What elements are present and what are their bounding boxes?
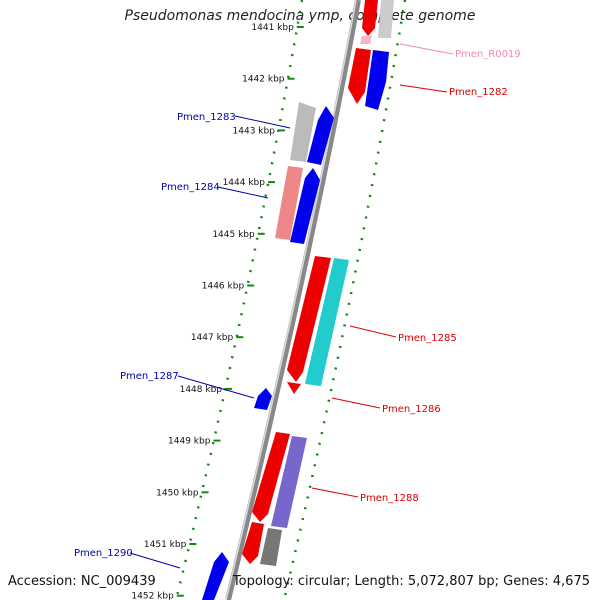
gene-red-lower[interactable] xyxy=(242,522,264,564)
gene-pmen-1286-red[interactable] xyxy=(287,382,301,394)
outer-dotted-ring xyxy=(282,0,407,600)
tick-label: 1442 kbp xyxy=(242,75,285,85)
connector-pmen-1290 xyxy=(129,552,181,569)
connector-pmen-1285 xyxy=(349,325,397,338)
tick-label: 1452 kbp xyxy=(131,592,174,600)
label-connector-group xyxy=(129,43,454,569)
label-pmen-1285[interactable]: Pmen_1285 xyxy=(398,333,457,344)
connector-pmen-1283 xyxy=(234,115,291,129)
gene-pmen-1283-blue[interactable] xyxy=(307,106,334,165)
tick-group: 1441 kbp 1442 kbp 1443 kbp 1444 kbp 1445 kbp… xyxy=(131,23,304,600)
label-pmen-1290[interactable]: Pmen_1290 xyxy=(74,548,133,559)
gene-pmen-r0019-red[interactable] xyxy=(362,0,378,36)
gene-pmen-1288-red[interactable] xyxy=(252,432,290,522)
connector-pmen-1287 xyxy=(177,375,255,399)
gene-pmen-1288-purple[interactable] xyxy=(271,436,307,528)
label-pmen-1283[interactable]: Pmen_1283 xyxy=(177,112,236,123)
label-pmen-1282[interactable]: Pmen_1282 xyxy=(449,87,508,98)
connector-pmen-1284 xyxy=(217,186,269,199)
gene-pmen-1283-gray[interactable] xyxy=(290,102,316,162)
tick-label: 1447 kbp xyxy=(191,333,234,343)
label-pmen-r0019[interactable]: Pmen_R0019 xyxy=(455,49,521,60)
genome-summary-text: Topology: circular; Length: 5,072,807 bp… xyxy=(232,574,590,589)
genome-backbone xyxy=(225,0,361,600)
connector-pmen-r0019 xyxy=(399,43,454,55)
tick-label: 1445 kbp xyxy=(212,230,255,240)
label-pmen-1288[interactable]: Pmen_1288 xyxy=(360,493,419,504)
gene-pmen-r0019-gray[interactable] xyxy=(378,0,394,38)
gene-group xyxy=(202,0,394,600)
tick-label: 1446 kbp xyxy=(202,282,245,292)
gene-pmen-1285-cyan[interactable] xyxy=(305,258,349,386)
tick-label: 1449 kbp xyxy=(168,437,211,447)
gene-pmen-1285-red[interactable] xyxy=(287,256,331,382)
tick-label: 1441 kbp xyxy=(251,23,294,33)
gene-pmen-1290-blue[interactable] xyxy=(202,552,229,600)
connector-pmen-1288 xyxy=(311,487,359,498)
genome-backbone-highlight xyxy=(225,0,357,600)
label-pmen-1286[interactable]: Pmen_1286 xyxy=(382,404,441,415)
gene-pmen-1287-blue[interactable] xyxy=(254,388,272,410)
gene-pmen-1284-blue[interactable] xyxy=(290,168,320,244)
label-pmen-1284[interactable]: Pmen_1284 xyxy=(161,182,220,193)
gene-pmen-1284-pink[interactable] xyxy=(275,166,303,240)
tick-label: 1448 kbp xyxy=(180,385,223,395)
gene-darkgray-lower[interactable] xyxy=(260,528,282,566)
connector-pmen-1282 xyxy=(399,84,448,93)
tick-label: 1450 kbp xyxy=(156,488,199,498)
accession-text: Accession: NC_009439 xyxy=(8,574,156,589)
tick-label: 1444 kbp xyxy=(223,178,266,188)
gene-pmen-r0019-pink[interactable] xyxy=(360,36,372,44)
connector-pmen-1286 xyxy=(331,397,381,409)
tick-label: 1443 kbp xyxy=(233,126,276,136)
label-pmen-1287[interactable]: Pmen_1287 xyxy=(120,371,179,382)
gene-pmen-1282-blue[interactable] xyxy=(365,50,389,110)
tick-label: 1451 kbp xyxy=(144,540,187,550)
gene-pmen-1282-red[interactable] xyxy=(348,48,371,104)
gene-label-group: Pmen_R0019 Pmen_1282 Pmen_1283 Pmen_1284… xyxy=(74,49,521,559)
